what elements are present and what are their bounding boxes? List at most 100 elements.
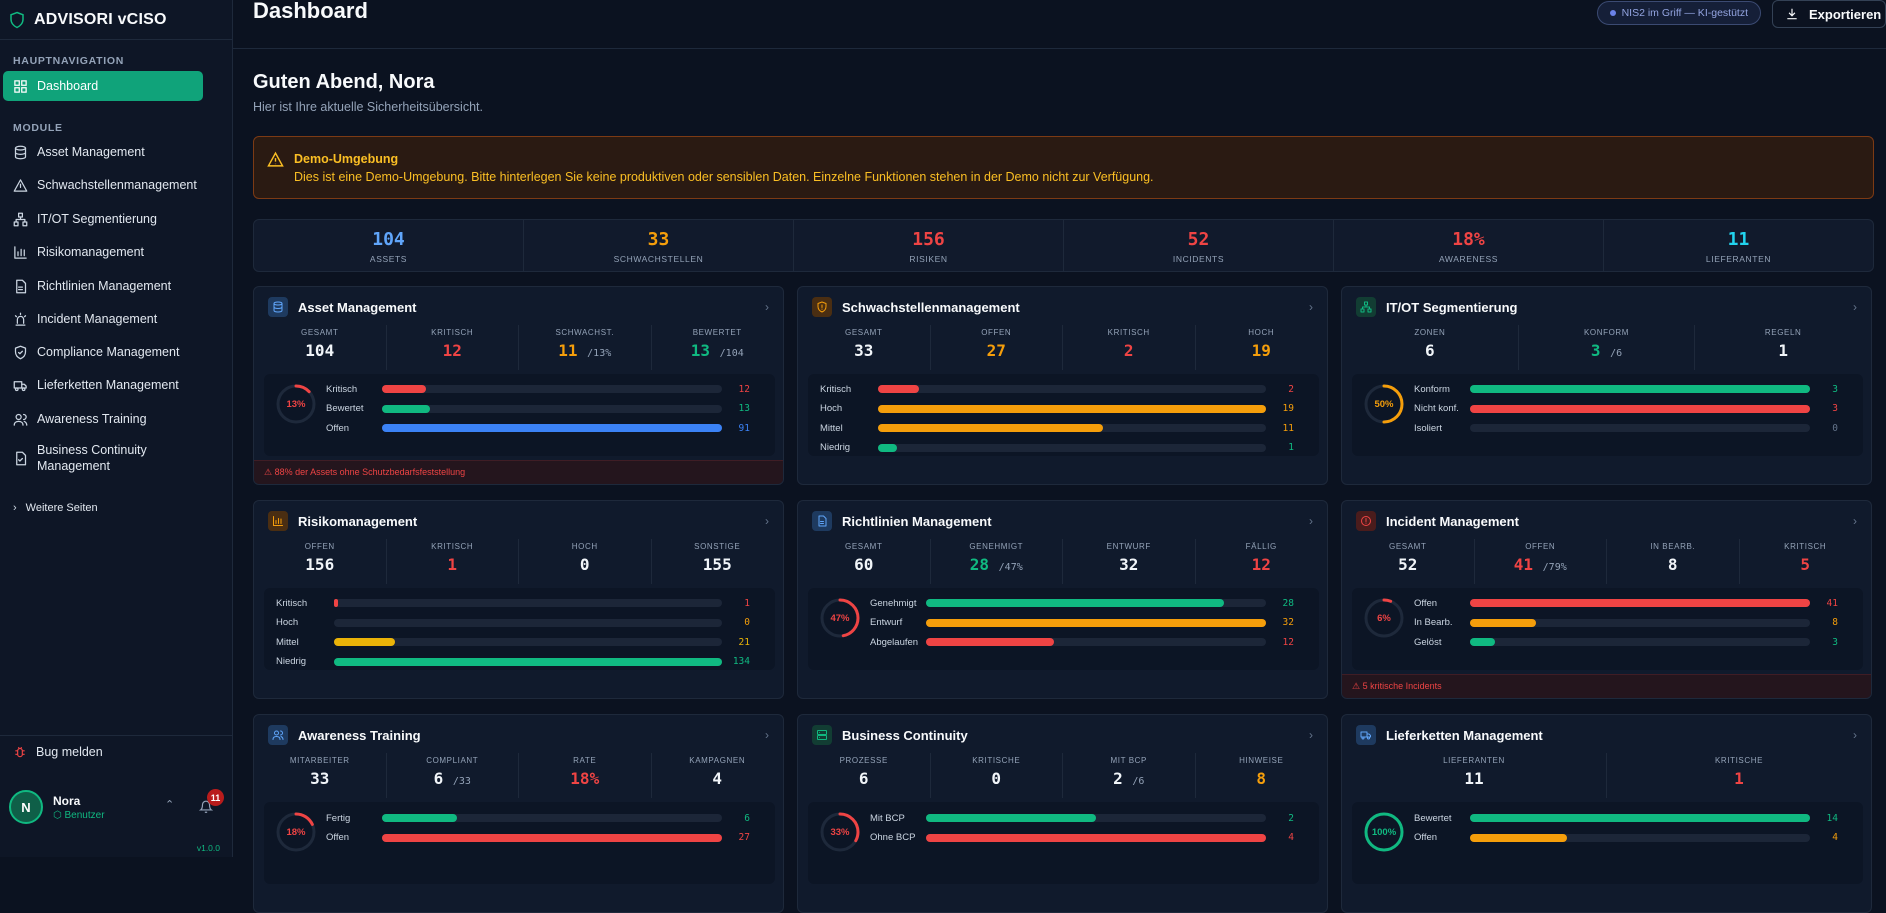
nis2-badge-label: NIS2 im Griff — KI-gestützt (1621, 7, 1748, 19)
chevron-right-icon[interactable]: › (1309, 728, 1313, 742)
chevron-up-icon[interactable]: ⌃ (165, 799, 175, 811)
server-icon (817, 730, 827, 740)
kpi-value-wrap: 6 (798, 769, 930, 788)
stat-risiken[interactable]: 156 RISIKEN (794, 220, 1064, 271)
card-title: Awareness Training (298, 727, 421, 743)
chevron-right-icon[interactable]: › (765, 728, 769, 742)
greeting-title: Guten Abend, Nora (253, 71, 435, 93)
sidebar-item-schwachstellenmanagement[interactable]: Schwachstellenmanagement (3, 170, 203, 200)
bar-fill (1470, 814, 1810, 822)
card-icon-wrap (268, 725, 288, 745)
brand[interactable]: ADVISORI vCISO (0, 0, 232, 40)
kpi-kritisch: KRITISCH 2 (1063, 325, 1196, 370)
sidebar-item-incident-management[interactable]: Incident Management (3, 304, 203, 334)
sidebar-more-pages[interactable]: › Weitere Seiten (3, 493, 203, 523)
kpi-value: 156 (305, 555, 335, 574)
card-kpis: GESAMT 60 GENEHMIGT 28 /47% ENTWURF 32 FÄLLIG 1… (798, 539, 1327, 584)
chevron-right-icon[interactable]: › (765, 514, 769, 528)
card-icon-wrap (268, 511, 288, 531)
kpi-label: ENTWURF (1106, 542, 1151, 551)
card-awareness-training[interactable]: Awareness Training › MITARBEITER 33 COMPLI… (253, 714, 784, 913)
kpi-label: BEWERTET (692, 328, 742, 337)
bar-row-in-bearb-: In Bearb. 8 (1414, 615, 1838, 631)
kpi-label: OFFEN (304, 542, 335, 551)
kpi-value: 3 (1590, 341, 1601, 360)
card-title: Business Continuity (842, 727, 968, 743)
sidebar-item-richtlinien-management[interactable]: Richtlinien Management (3, 271, 203, 301)
bar-label: Mittel (820, 422, 843, 434)
card-lieferketten-management[interactable]: Lieferketten Management › LIEFERANTEN 11 K… (1341, 714, 1872, 913)
sidebar-item-business-continuity-management[interactable]: Business Continuity Management (3, 437, 203, 479)
bar-row-niedrig: Niedrig 134 (276, 654, 750, 670)
sidebar-item-dashboard[interactable]: Dashboard (3, 71, 203, 101)
sidebar-item-asset-management[interactable]: Asset Management (3, 137, 203, 167)
bar-label: Fertig (326, 812, 351, 824)
sidebar-item-lieferketten-management[interactable]: Lieferketten Management (3, 370, 203, 400)
card-title: IT/OT Segmentierung (1386, 299, 1518, 315)
bar-fill (1470, 385, 1810, 393)
sidebar-item-it-ot-segmentierung[interactable]: IT/OT Segmentierung (3, 204, 203, 234)
card-icon-wrap (1356, 725, 1376, 745)
bar-count: 41 (1826, 597, 1838, 609)
ring-percent: 18% (286, 826, 306, 838)
chevron-right-icon[interactable]: › (1853, 300, 1857, 314)
nis2-badge[interactable]: NIS2 im Griff — KI-gestützt (1596, 1, 1761, 25)
progress-ring: 47% (818, 596, 862, 640)
bar-label: Ohne BCP (870, 832, 916, 843)
bar-fill (382, 385, 427, 393)
chevron-right-icon[interactable]: › (1853, 514, 1857, 528)
bar-row-konform: Konform 3 (1414, 381, 1838, 397)
bar-row-isoliert: Isoliert 0 (1414, 420, 1838, 436)
card-business-continuity[interactable]: Business Continuity › PROZESSE 6 KRITISCHE… (797, 714, 1328, 913)
stat-awareness[interactable]: 18% AWARENESS (1334, 220, 1604, 271)
stat-incidents[interactable]: 52 INCIDENTS (1064, 220, 1334, 271)
bar-row-abgelaufen: Abgelaufen 12 (870, 634, 1294, 650)
bar-label: Konform (1414, 383, 1450, 395)
user-profile[interactable]: N Nora ⬡ Benutzer ⌃ 11 (0, 786, 233, 842)
bar-track (382, 814, 722, 822)
card-it-ot-segmentierung[interactable]: IT/OT Segmentierung › ZONEN 6 KONFORM 3 /6 R… (1341, 286, 1872, 485)
card-incident-management[interactable]: Incident Management › GESAMT 52 OFFEN 41 /7… (1341, 500, 1872, 699)
bar-fill (878, 443, 898, 452)
bell-icon[interactable] (199, 800, 213, 814)
avatar: N (9, 790, 43, 824)
dashboard-icon (14, 79, 27, 93)
bar-fill (382, 404, 430, 413)
card-header: Awareness Training (268, 725, 421, 745)
chevron-right-icon[interactable]: › (1853, 728, 1857, 742)
bug-report-button[interactable]: Bug melden (3, 737, 203, 767)
kpi-value-wrap: 60 (798, 555, 930, 574)
kpi-value: 60 (854, 555, 874, 574)
card-schwachstellenmanagement[interactable]: Schwachstellenmanagement › GESAMT 33 OFFEN… (797, 286, 1328, 485)
warning-triangle-icon (13, 178, 28, 192)
bar-count: 91 (738, 422, 750, 434)
bar-fill (382, 424, 722, 432)
chevron-right-icon[interactable]: › (765, 300, 769, 314)
kpi-suffix: /33 (452, 776, 471, 787)
stat-assets[interactable]: 104 ASSETS (254, 220, 524, 271)
card-risikomanagement[interactable]: Risikomanagement › OFFEN 156 KRITISCH 1 HOCH… (253, 500, 784, 699)
bar-row-mit-bcp: Mit BCP 2 (870, 810, 1294, 826)
ring-percent: 50% (1374, 398, 1394, 410)
export-button[interactable]: Exportieren (1772, 0, 1886, 28)
chevron-right-icon[interactable]: › (1309, 300, 1313, 314)
bar-count: 0 (744, 617, 750, 628)
kpi-value-wrap: 11 /13% (519, 341, 651, 360)
card-richtlinien-management[interactable]: Richtlinien Management › GESAMT 60 GENEHMI… (797, 500, 1328, 699)
sidebar-item-risikomanagement[interactable]: Risikomanagement (3, 237, 203, 267)
card-asset-management[interactable]: Asset Management › GESAMT 104 KRITISCH 12 SC… (253, 286, 784, 485)
sidebar-item-compliance-management[interactable]: Compliance Management (3, 337, 203, 367)
kpi-value-wrap: 2 /6 (1063, 769, 1195, 788)
card-header: Risikomanagement (268, 511, 417, 531)
kpi-kritisch: KRITISCH 5 (1740, 539, 1872, 584)
bar-row-bewertet: Bewertet 13 (326, 401, 750, 417)
sidebar-item-awareness-training[interactable]: Awareness Training (3, 404, 203, 434)
bar-label: Offen (326, 422, 350, 434)
chevron-right-icon[interactable]: › (1309, 514, 1313, 528)
progress-ring: 100% (1362, 810, 1406, 854)
kpi-value: 2 (1123, 341, 1134, 360)
stat-lieferanten[interactable]: 11 LIEFERANTEN (1604, 220, 1873, 271)
stat-schwachstellen[interactable]: 33 SCHWACHSTELLEN (524, 220, 794, 271)
bar-row-mittel: Mittel 21 (276, 634, 750, 650)
ring-percent: 6% (1377, 612, 1391, 624)
